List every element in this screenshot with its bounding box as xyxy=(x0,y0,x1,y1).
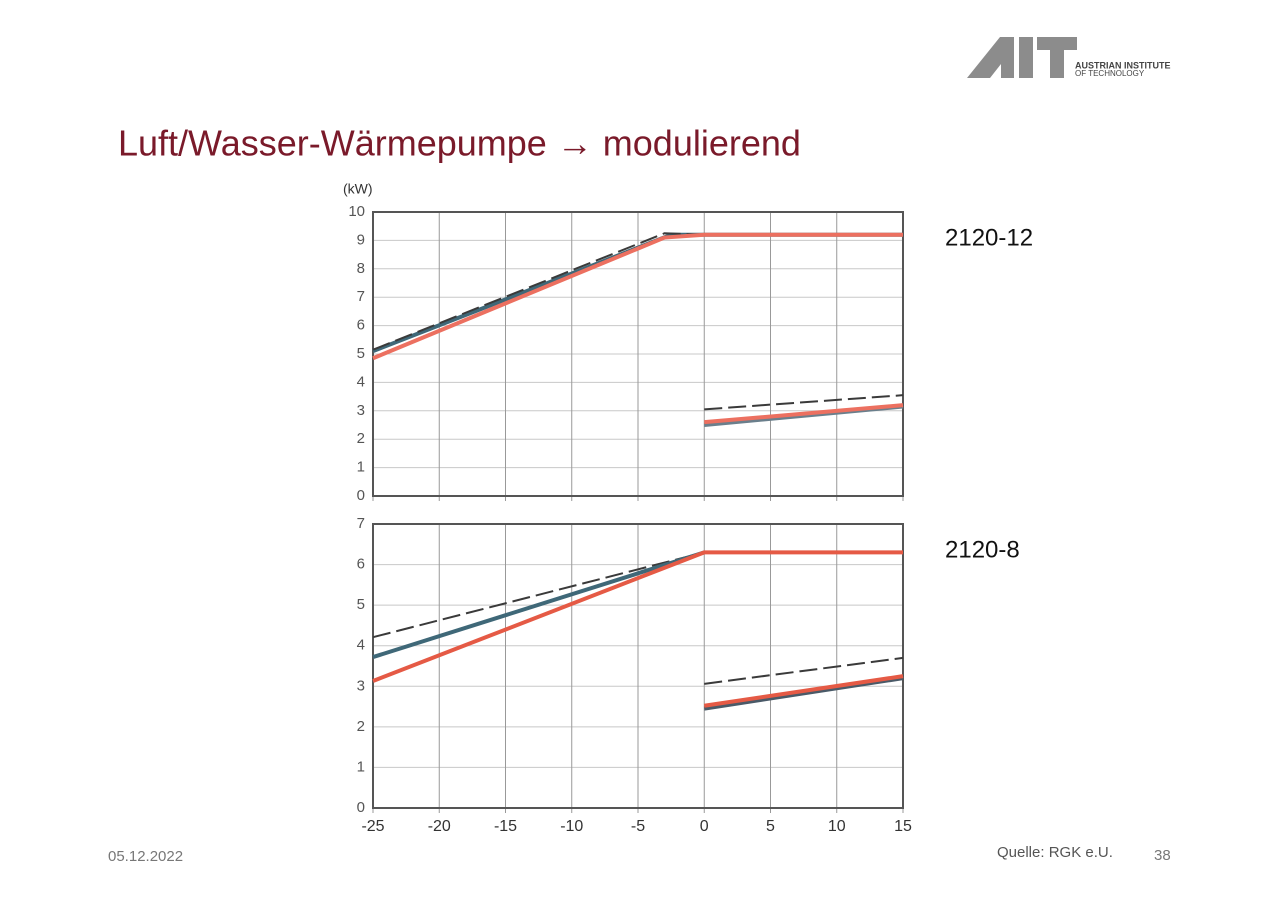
logo-t xyxy=(1037,37,1077,78)
data-line xyxy=(372,551,705,639)
y-tick-label: 2 xyxy=(357,430,365,447)
data-line xyxy=(704,656,904,685)
y-tick-label: 3 xyxy=(357,402,365,419)
y-tick-label: 0 xyxy=(357,487,365,504)
y-tick-label: 7 xyxy=(357,515,365,532)
y-axis-label: (kW) xyxy=(343,181,373,197)
data-line xyxy=(703,674,904,708)
y-tick-label: 9 xyxy=(357,231,365,248)
chart-label: 2120-12 xyxy=(945,224,1033,251)
slide-title: Luft/Wasser-Wärmepumpe → modulierend xyxy=(118,123,801,164)
y-tick-label: 5 xyxy=(357,596,365,613)
logo: AUSTRIAN INSTITUTE OF TECHNOLOGY xyxy=(967,37,1171,78)
source: Quelle: RGK e.U. xyxy=(997,844,1113,861)
plot-frame xyxy=(372,523,904,809)
logo-i xyxy=(1019,37,1033,78)
chart-label: 2120-8 xyxy=(945,536,1020,563)
y-tick-label: 6 xyxy=(357,556,365,573)
x-tick-label: 10 xyxy=(828,818,846,835)
data-line xyxy=(372,550,705,659)
x-tick-label: 0 xyxy=(700,818,709,835)
y-tick-label: 1 xyxy=(357,459,365,476)
y-tick-label: 5 xyxy=(357,345,365,362)
data-line xyxy=(704,403,904,425)
data-line xyxy=(703,676,904,711)
data-line xyxy=(704,394,904,411)
logo-text: AUSTRIAN INSTITUTE xyxy=(1075,60,1171,70)
y-tick-label: 7 xyxy=(357,288,365,305)
data-line xyxy=(372,232,903,361)
x-tick-label: 5 xyxy=(766,818,775,835)
y-tick-label: 3 xyxy=(357,677,365,694)
x-tick-label: -5 xyxy=(631,818,645,835)
y-tick-label: 10 xyxy=(348,203,365,220)
x-tick-label: -25 xyxy=(361,818,384,835)
data-line xyxy=(372,550,903,683)
plot-frame xyxy=(372,211,904,497)
x-tick-label: -20 xyxy=(428,818,451,835)
y-tick-label: 6 xyxy=(357,317,365,334)
page-number: 38 xyxy=(1154,847,1171,864)
logo-text: OF TECHNOLOGY xyxy=(1075,69,1145,78)
y-tick-label: 4 xyxy=(357,637,365,654)
x-tick-label: 15 xyxy=(894,818,912,835)
y-tick-label: 4 xyxy=(357,373,365,390)
x-tick-label: -15 xyxy=(494,818,517,835)
date: 05.12.2022 xyxy=(108,848,183,865)
logo-a xyxy=(967,37,1014,78)
y-tick-label: 0 xyxy=(357,799,365,816)
x-tick-label: -10 xyxy=(560,818,583,835)
y-tick-label: 1 xyxy=(357,758,365,775)
data-line xyxy=(372,232,903,351)
y-tick-label: 8 xyxy=(357,260,365,277)
y-tick-label: 2 xyxy=(357,718,365,735)
